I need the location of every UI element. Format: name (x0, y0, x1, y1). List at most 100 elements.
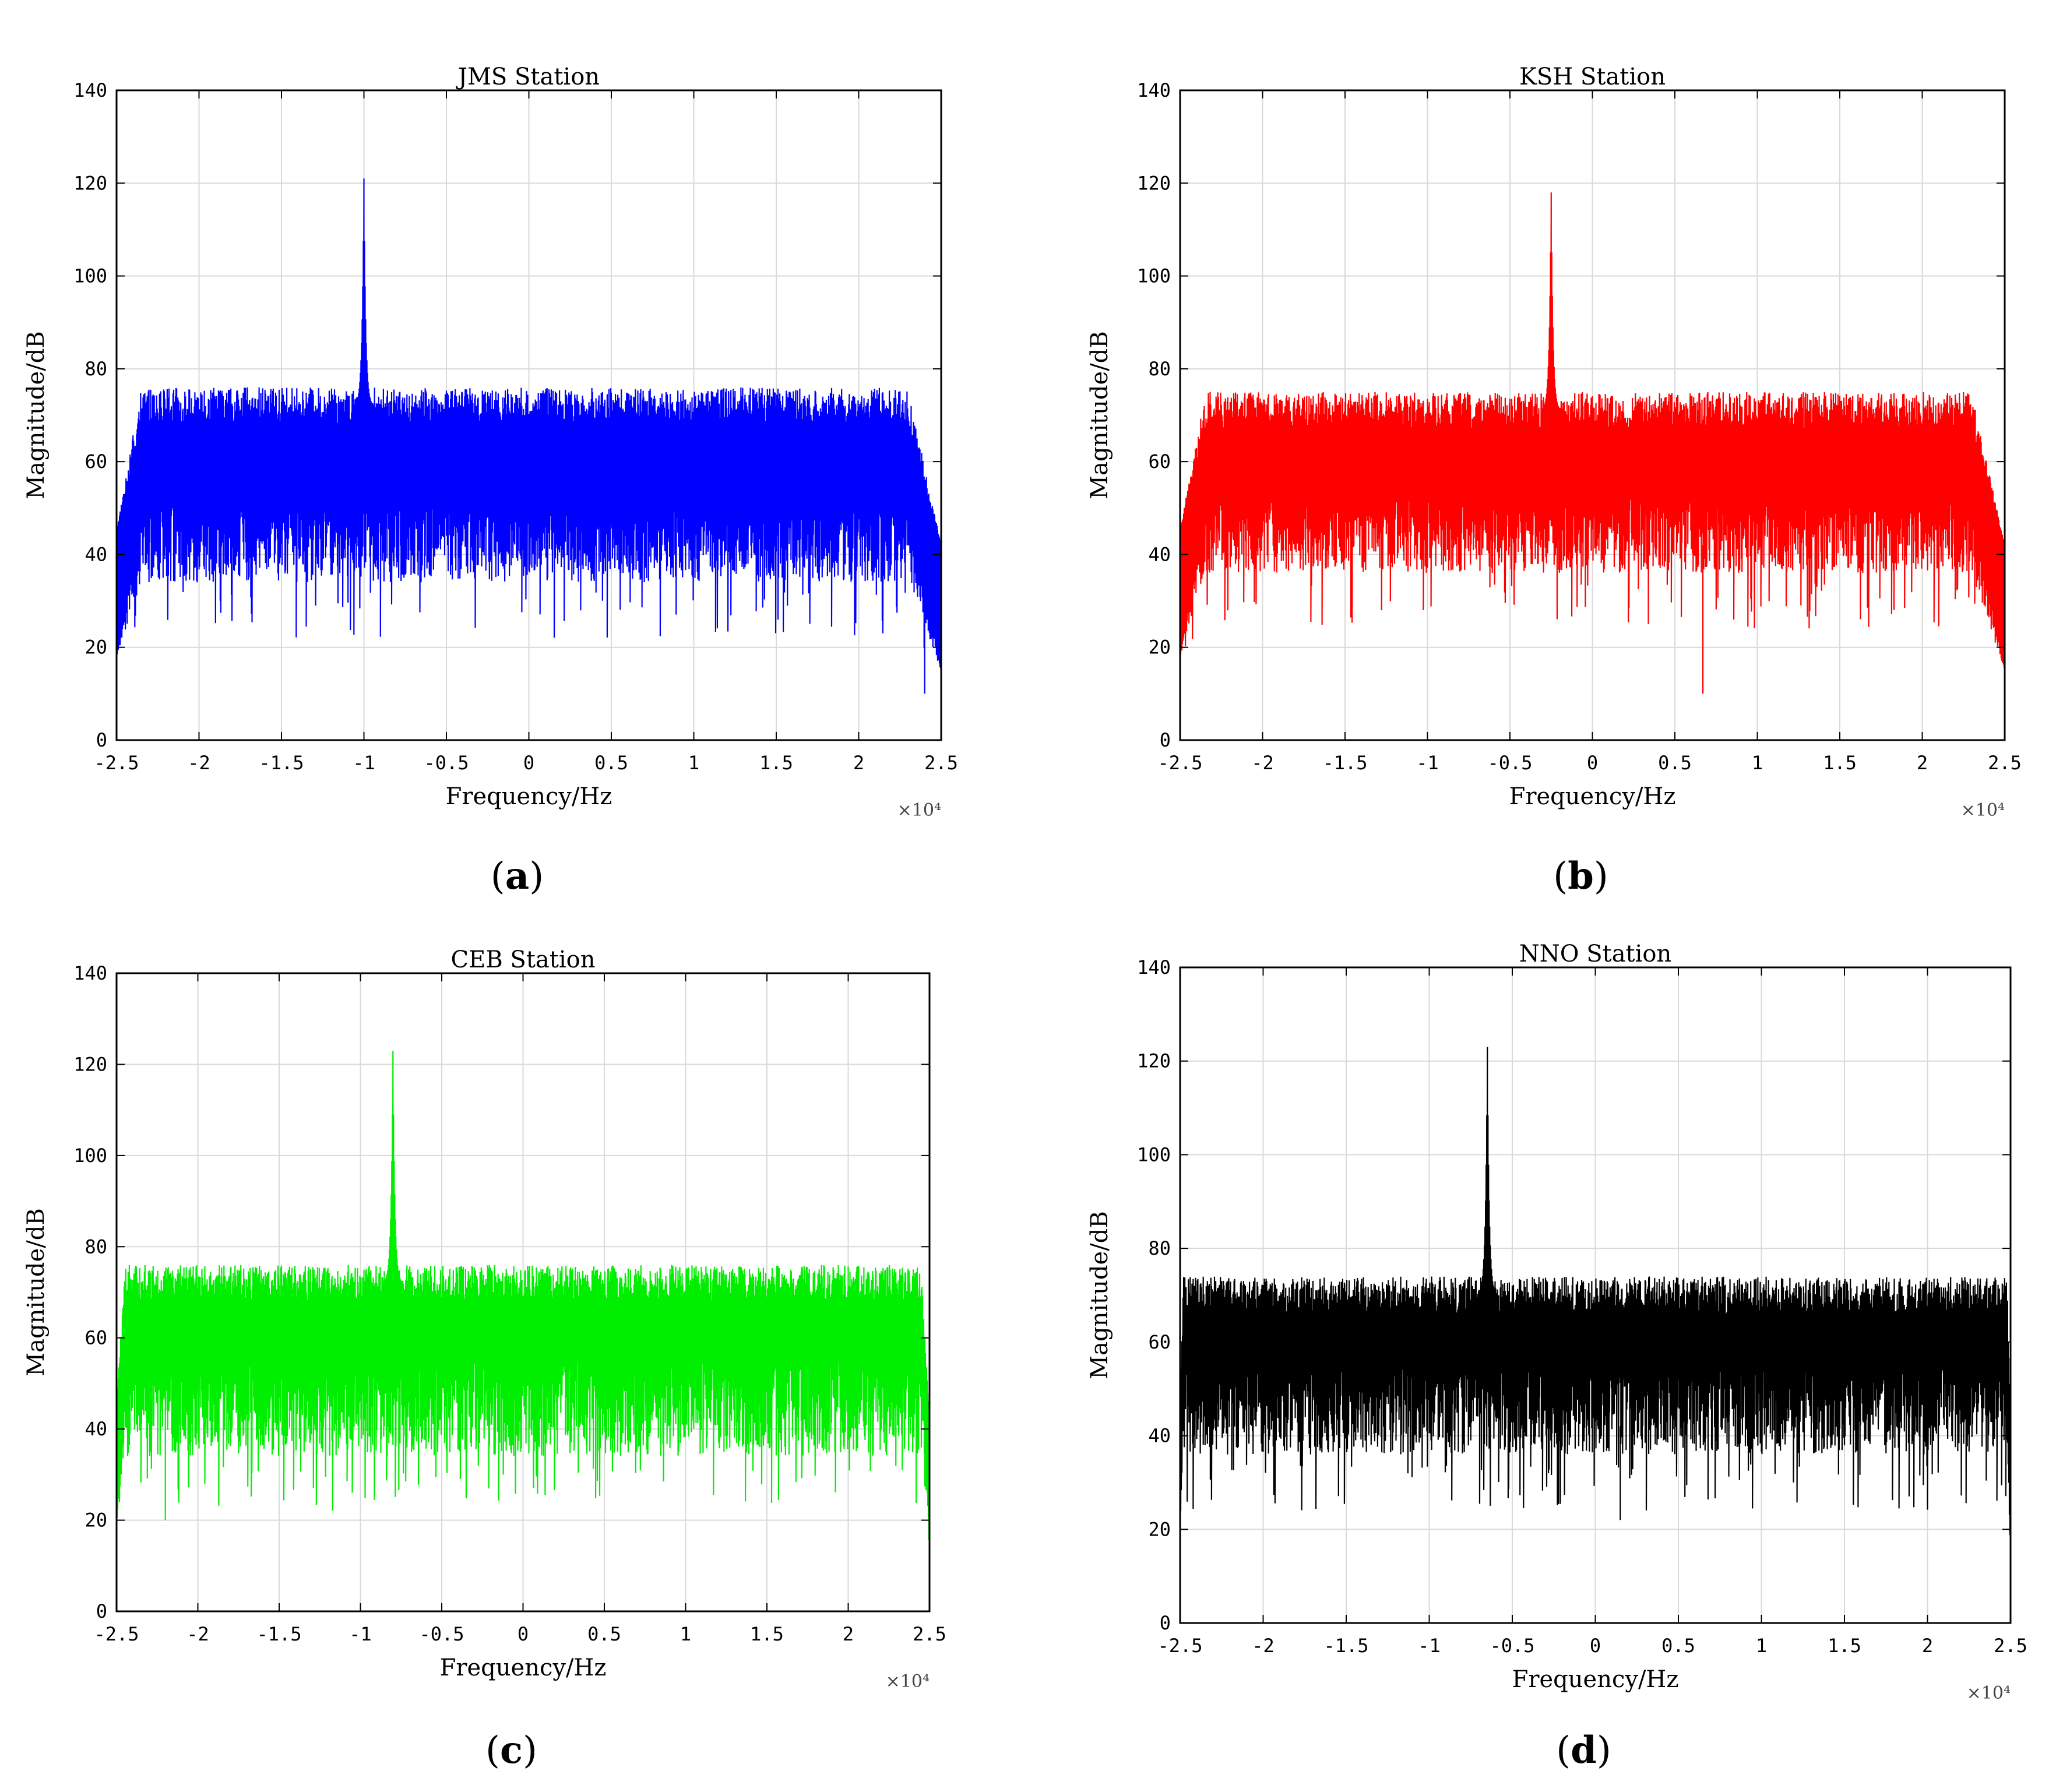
x-tick-label: -1.5 (259, 752, 304, 774)
x-tick-label: 1 (1752, 752, 1763, 774)
y-tick-label: 100 (73, 265, 107, 287)
chart-title: NNO Station (1519, 941, 1672, 967)
chart-panel-b: -2.5 -2 -1.5 -1 -0.5 0 0.5 1 1.5 2 2.5 0 20 40 60 80 100… (1086, 64, 2022, 898)
x-tick-label: 0 (1590, 1635, 1601, 1657)
x-tick-label: 0.5 (1661, 1635, 1695, 1657)
x-tick-label: -2.5 (94, 1623, 139, 1645)
panel-caption: (d) (1556, 1728, 1611, 1772)
x-tick-label: -0.5 (419, 1623, 464, 1645)
x-axis-multiplier: ×10⁴ (897, 800, 941, 821)
x-tick-label: 1.5 (1823, 752, 1857, 774)
y-tick-label: 100 (1137, 265, 1171, 287)
x-tick-label: -2.5 (1157, 1635, 1202, 1657)
x-tick-label: 2 (853, 752, 864, 774)
y-tick-label: 80 (1148, 1237, 1171, 1259)
y-tick-label: 140 (73, 962, 107, 984)
series-line (115, 178, 942, 694)
x-tick-label: -1 (349, 1623, 372, 1645)
x-axis-label: Frequency/Hz (1512, 1666, 1679, 1693)
x-tick-label: 2.5 (924, 752, 958, 774)
y-tick-label: 120 (73, 1053, 107, 1075)
x-tick-label: 0 (523, 752, 534, 774)
y-tick-label: 120 (73, 172, 107, 194)
y-tick-label: 120 (1137, 1050, 1171, 1072)
x-axis-multiplier: ×10⁴ (1961, 800, 2005, 821)
y-tick-label: 80 (1148, 358, 1171, 380)
y-tick-label: 40 (85, 543, 107, 565)
y-tick-label: 140 (73, 79, 107, 101)
x-tick-label: 2 (843, 1623, 854, 1645)
y-tick-label: 0 (1160, 1612, 1171, 1634)
x-tick-label: 2 (1922, 1635, 1933, 1657)
x-axis-label: Frequency/Hz (1509, 783, 1676, 810)
y-tick-label: 40 (85, 1418, 107, 1440)
x-tick-label: -1 (353, 752, 375, 774)
panel-caption: (b) (1553, 854, 1608, 898)
x-tick-label: -2 (186, 1623, 209, 1645)
x-tick-label: -1 (1418, 1635, 1441, 1657)
panel-caption: (a) (491, 854, 544, 898)
x-tick-label: -0.5 (424, 752, 469, 774)
x-axis-multiplier: ×10⁴ (886, 1671, 930, 1692)
x-tick-label: -0.5 (1490, 1635, 1534, 1657)
x-tick-label: -2 (1252, 1635, 1275, 1657)
y-axis-label: Magnitude/dB (1086, 331, 1113, 499)
x-tick-label: -1 (1416, 752, 1439, 774)
chart-title: CEB Station (451, 946, 596, 973)
y-tick-label: 60 (1148, 1331, 1171, 1353)
x-tick-label: 1 (680, 1623, 691, 1645)
chart-panel-c: -2.5 -2 -1.5 -1 -0.5 0 0.5 1 1.5 2 2.5 0 20 40 60 80 100… (23, 946, 946, 1772)
x-tick-label: -2 (188, 752, 210, 774)
x-tick-label: 2.5 (1988, 752, 2022, 774)
chart-title: KSH Station (1519, 64, 1666, 90)
y-tick-label: 80 (85, 358, 107, 380)
x-axis-multiplier: ×10⁴ (1967, 1683, 2011, 1703)
y-tick-label: 20 (85, 1509, 107, 1532)
x-tick-label: 0.5 (594, 752, 628, 774)
x-tick-label: 0 (1587, 752, 1598, 774)
x-tick-label: -1.5 (1322, 752, 1367, 774)
series-line (115, 1050, 931, 1543)
y-tick-label: 60 (85, 450, 107, 473)
y-tick-label: 40 (1148, 543, 1171, 565)
x-tick-label: 1.5 (759, 752, 793, 774)
x-tick-label: -2 (1251, 752, 1274, 774)
x-tick-label: 1 (688, 752, 699, 774)
y-tick-label: 100 (1137, 1143, 1171, 1166)
y-tick-label: 100 (73, 1145, 107, 1167)
x-tick-label: 2.5 (1994, 1635, 2027, 1657)
chart-title: JMS Station (456, 64, 600, 90)
y-tick-label: 60 (1148, 450, 1171, 473)
y-axis-label: Magnitude/dB (23, 1208, 50, 1376)
x-tick-label: 1.5 (1828, 1635, 1861, 1657)
x-tick-label: 0.5 (587, 1623, 621, 1645)
chart-panel-d: -2.5 -2 -1.5 -1 -0.5 0 0.5 1 1.5 2 2.5 0 20 40 60 80 100… (1086, 941, 2027, 1772)
y-tick-label: 20 (1148, 636, 1171, 659)
y-tick-label: 20 (85, 636, 107, 659)
y-axis-label: Magnitude/dB (23, 331, 50, 499)
x-tick-label: 0 (517, 1623, 529, 1645)
x-tick-label: -2.5 (94, 752, 139, 774)
chart-panel-a: -2.5 -2 -1.5 -1 -0.5 0 0.5 1 1.5 2 2.5 0 20 40 60 80 100… (23, 64, 958, 898)
y-tick-label: 0 (96, 1600, 107, 1622)
y-tick-label: 140 (1137, 956, 1171, 978)
series-line (1179, 192, 2006, 694)
x-tick-label: 1 (1756, 1635, 1767, 1657)
x-tick-label: 2 (1917, 752, 1928, 774)
x-tick-label: 2.5 (913, 1623, 946, 1645)
y-tick-label: 120 (1137, 172, 1171, 194)
x-axis-label: Frequency/Hz (446, 783, 612, 810)
x-tick-label: 0.5 (1658, 752, 1692, 774)
series-line (1179, 1047, 2012, 1553)
x-axis-label: Frequency/Hz (440, 1654, 607, 1681)
y-tick-label: 0 (96, 729, 107, 751)
panel-caption: (c) (485, 1728, 537, 1772)
y-tick-label: 40 (1148, 1425, 1171, 1447)
x-tick-label: -0.5 (1487, 752, 1532, 774)
y-tick-label: 80 (85, 1235, 107, 1258)
x-tick-label: 1.5 (750, 1623, 784, 1645)
y-tick-label: 20 (1148, 1518, 1171, 1540)
y-tick-label: 0 (1160, 729, 1171, 751)
x-tick-label: -1.5 (1323, 1635, 1368, 1657)
